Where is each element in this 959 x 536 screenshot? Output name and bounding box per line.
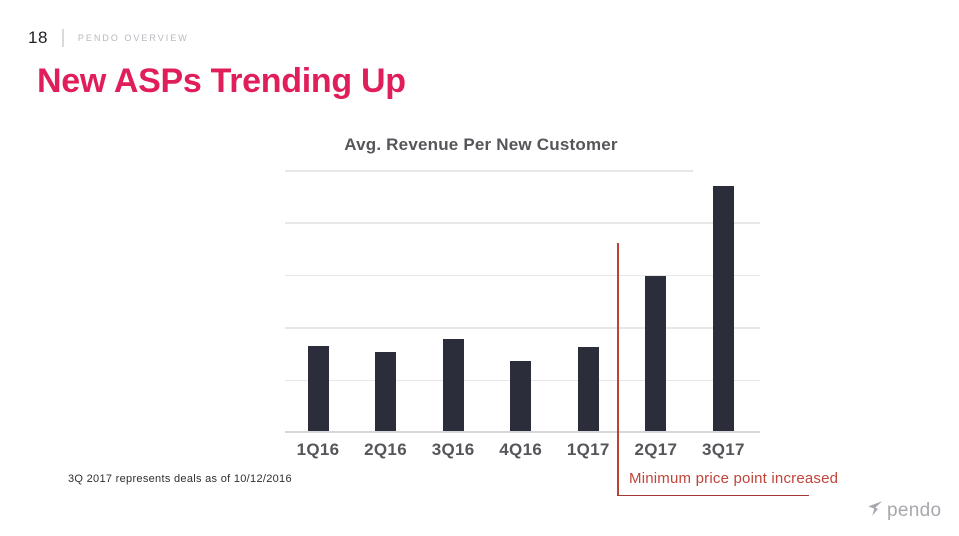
gridline [285, 327, 760, 329]
gridline [285, 274, 760, 277]
pendo-flag-icon [867, 500, 884, 522]
header: 18 PENDO OVERVIEW [28, 28, 189, 48]
gridline [285, 222, 760, 224]
x-axis-label-1q17: 1Q17 [566, 440, 610, 459]
x-axis-label-1q16: 1Q16 [296, 440, 340, 459]
bar-1q16 [307, 345, 329, 431]
bar-4q16 [510, 360, 532, 431]
x-axis-label-4q16: 4Q16 [499, 440, 543, 459]
annotation-text: Minimum price point increased [629, 470, 839, 487]
footnote: 3Q 2017 represents deals as of 10/12/201… [68, 473, 292, 485]
slide-title: New ASPs Trending Up [37, 62, 406, 100]
chart-title: Avg. Revenue Per New Customer [344, 135, 618, 154]
logo: pendo [867, 500, 941, 522]
page-number: 18 [28, 28, 48, 47]
bar-2q17 [645, 275, 667, 431]
bar-3q16 [442, 338, 464, 431]
bar-1q17 [577, 346, 599, 431]
gridline [285, 170, 693, 172]
x-axis-label-3q16: 3Q16 [431, 440, 475, 459]
logo-text: pendo [887, 500, 942, 521]
x-axis-label-2q16: 2Q16 [364, 440, 407, 459]
bar-2q16 [375, 351, 397, 431]
annotation-underline [617, 494, 809, 497]
annotation-divider-line [617, 243, 619, 496]
bar-3q17 [712, 186, 734, 431]
header-divider [61, 29, 64, 47]
x-axis-label-2q17: 2Q17 [634, 440, 678, 459]
bar-chart-plot: 1Q16 2Q16 3Q16 4Q16 1Q17 2Q17 3Q17 [285, 170, 760, 459]
breadcrumb: PENDO OVERVIEW [77, 33, 189, 43]
x-axis-line [285, 431, 760, 433]
x-axis-label-3q17: 3Q17 [702, 440, 745, 459]
